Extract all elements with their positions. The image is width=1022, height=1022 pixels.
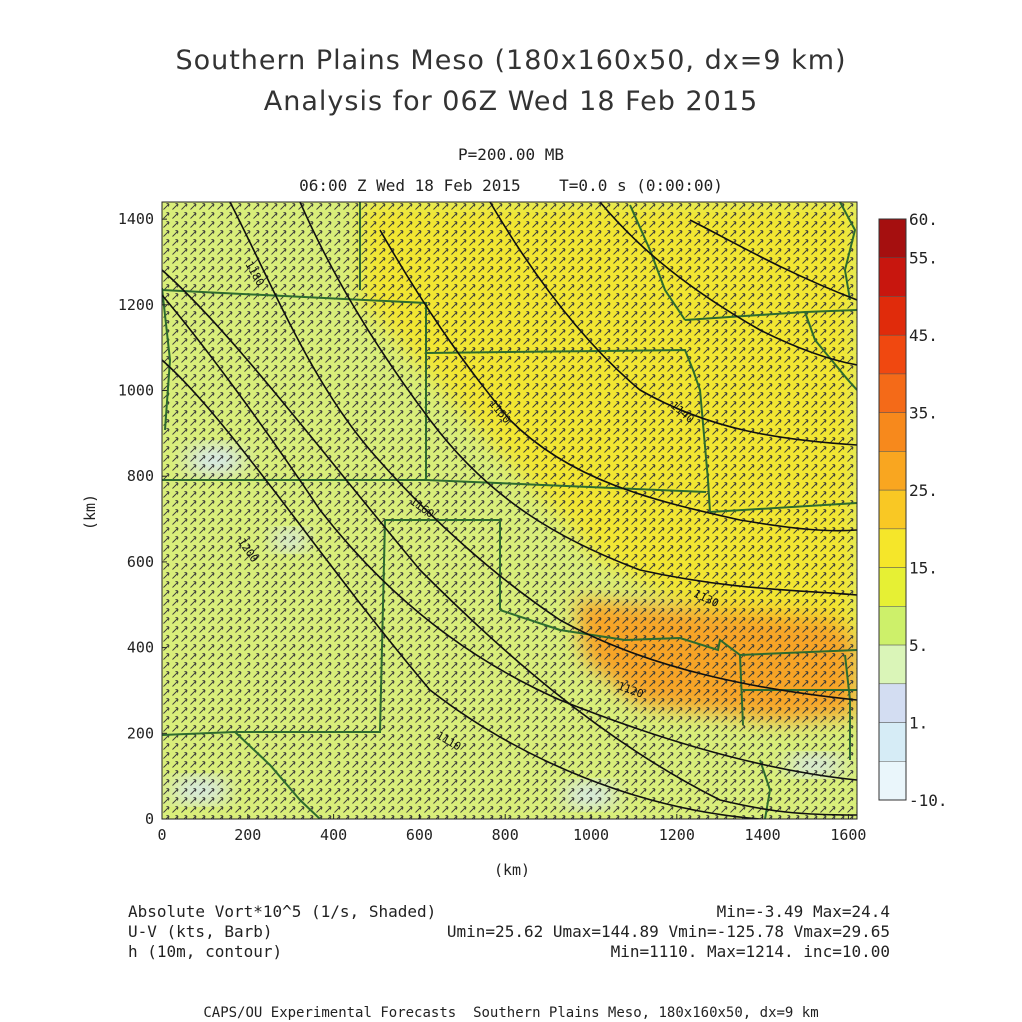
x-axis-label: (km) bbox=[494, 861, 530, 879]
colorbar-frame bbox=[878, 218, 907, 801]
colorbar-label: 5. bbox=[909, 636, 928, 655]
colorbar-bin bbox=[878, 722, 907, 762]
colorbar-bin bbox=[878, 412, 907, 452]
field3-stats: Min=1110. Max=1214. inc=10.00 bbox=[610, 942, 890, 961]
colorbar-label: 1. bbox=[909, 714, 928, 733]
colorbar-label: 55. bbox=[909, 249, 938, 268]
x-tick-label: 400 bbox=[320, 826, 347, 844]
y-tick-label: 400 bbox=[127, 639, 154, 657]
colorbar-bin bbox=[878, 257, 907, 297]
x-tick-label: 200 bbox=[234, 826, 261, 844]
colorbar-label: 25. bbox=[909, 481, 938, 500]
y-tick-label: 1200 bbox=[118, 296, 154, 314]
y-tick-label: 200 bbox=[127, 724, 154, 742]
colorbar-bin bbox=[878, 218, 907, 258]
colorbar-label: 15. bbox=[909, 559, 938, 578]
y-tick-label: 800 bbox=[127, 467, 154, 485]
colorbar-bin bbox=[878, 761, 907, 801]
field3-name: h (10m, contour) bbox=[128, 942, 283, 961]
map-title-line1: Southern Plains Meso (180x160x50, dx=9 k… bbox=[175, 45, 847, 76]
x-tick-label: 0 bbox=[157, 826, 166, 844]
x-tick-label: 1200 bbox=[659, 826, 695, 844]
field2-stats: Umin=25.62 Umax=144.89 Vmin=-125.78 Vmax… bbox=[446, 922, 890, 941]
colorbar-label: 60. bbox=[909, 210, 938, 229]
colorbar-label: 45. bbox=[909, 326, 938, 345]
credit-line: CAPS/OU Experimental Forecasts Southern … bbox=[203, 1005, 819, 1021]
colorbar-bin bbox=[878, 567, 907, 607]
y-tick-label: 1400 bbox=[118, 210, 154, 228]
pressure-level-label: P=200.00 MB bbox=[458, 145, 564, 164]
x-tick-label: 1400 bbox=[745, 826, 781, 844]
x-tick-label: 800 bbox=[492, 826, 519, 844]
colorbar-bin bbox=[878, 451, 907, 491]
state-borders bbox=[162, 202, 857, 819]
colorbar-label: -10. bbox=[909, 791, 948, 810]
colorbar: 60. 55. 45. 35. 25. 15. 5. 1. -10. bbox=[878, 210, 948, 810]
height-contours bbox=[162, 202, 857, 819]
x-axis: 0 200 400 600 800 1000 1200 1400 1600 bbox=[157, 814, 866, 844]
colorbar-bin bbox=[878, 606, 907, 646]
colorbar-bin bbox=[878, 644, 907, 685]
colorbar-bin bbox=[878, 683, 907, 723]
colorbar-bin bbox=[878, 373, 907, 413]
x-tick-label: 1000 bbox=[573, 826, 609, 844]
colorbar-bin bbox=[878, 489, 907, 530]
y-tick-label: 600 bbox=[127, 553, 154, 571]
plot-frame bbox=[161, 201, 858, 820]
x-tick-label: 600 bbox=[406, 826, 433, 844]
y-tick-label: 0 bbox=[145, 810, 154, 828]
field1-stats: Min=-3.49 Max=24.4 bbox=[716, 902, 890, 921]
colorbar-bin bbox=[878, 528, 907, 568]
field1-name: Absolute Vort*10^5 (1/s, Shaded) bbox=[128, 902, 437, 921]
field2-name: U-V (kts, Barb) bbox=[128, 922, 273, 941]
y-axis: 0 200 400 600 800 1000 1200 1400 bbox=[118, 210, 167, 828]
colorbar-bin bbox=[878, 334, 907, 375]
colorbar-label: 35. bbox=[909, 404, 938, 423]
map-title-line2: Analysis for 06Z Wed 18 Feb 2015 bbox=[263, 86, 759, 117]
y-tick-label: 1000 bbox=[118, 382, 154, 400]
x-tick-label: 1600 bbox=[830, 826, 866, 844]
valid-time-label: 06:00 Z Wed 18 Feb 2015 T=0.0 s (0:00:00… bbox=[299, 176, 723, 195]
colorbar-bin bbox=[878, 296, 907, 336]
y-axis-label: (km) bbox=[81, 494, 99, 530]
